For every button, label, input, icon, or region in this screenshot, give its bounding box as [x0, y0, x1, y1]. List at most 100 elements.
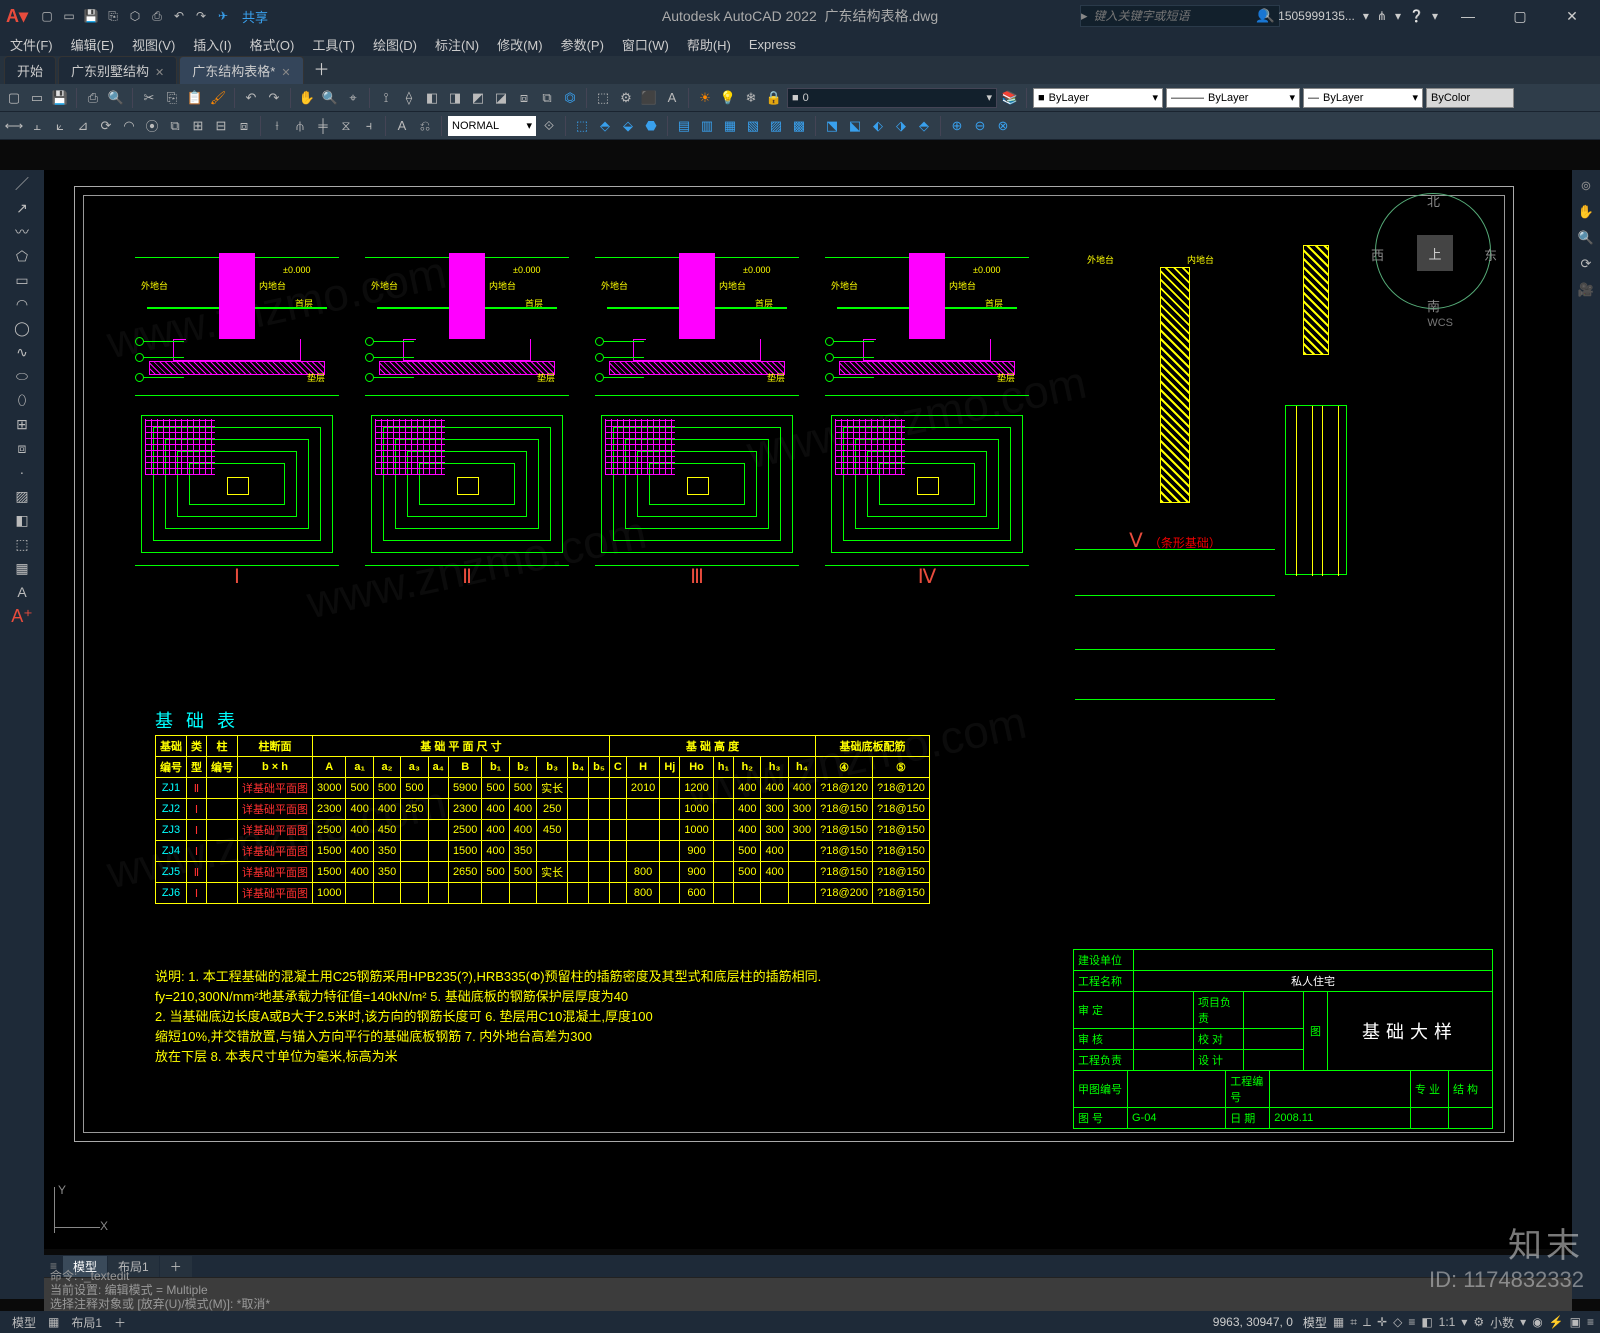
line-icon[interactable]: ／ — [12, 174, 32, 194]
tb-icon[interactable]: ⚙ — [616, 88, 636, 108]
table-icon[interactable]: ▦ — [12, 558, 32, 578]
polar-toggle-icon[interactable]: ✛ — [1377, 1314, 1387, 1331]
save-icon[interactable]: 💾 — [82, 7, 100, 25]
color-combo[interactable]: ■ ByLayer▾ — [1033, 88, 1163, 108]
tb-icon[interactable]: ⏣ — [560, 88, 580, 108]
point-icon[interactable]: ∙ — [12, 462, 32, 482]
lock-icon[interactable]: 🔒 — [764, 88, 784, 108]
snap-toggle-icon[interactable]: ⌗ — [1350, 1314, 1357, 1331]
grid-icon[interactable]: ▦ — [42, 1315, 65, 1329]
search-input[interactable] — [1088, 9, 1259, 23]
tab-doc2[interactable]: 广东结构表格*✕ — [179, 56, 303, 84]
tb-icon[interactable]: ⬛ — [639, 88, 659, 108]
dimstyle-combo[interactable]: NORMAL▾ — [448, 116, 536, 136]
zoom-win-icon[interactable]: ⌖ — [343, 88, 363, 108]
et-icon[interactable]: ⊖ — [970, 116, 990, 136]
paste-icon[interactable]: 📋 — [185, 88, 205, 108]
mtext-icon[interactable]: A — [12, 582, 32, 602]
plot-icon[interactable]: ⎙ — [148, 7, 166, 25]
dim-icon[interactable]: ⧉ — [165, 116, 185, 136]
new-icon[interactable]: ▢ — [38, 7, 56, 25]
help-icon[interactable]: ❔ — [1409, 9, 1424, 23]
et-icon[interactable]: ⬙ — [618, 116, 638, 136]
freeze-icon[interactable]: ❄ — [741, 88, 761, 108]
layer-combo[interactable]: ■ 0▾ — [787, 88, 997, 108]
maximize-button[interactable]: ▢ — [1498, 4, 1542, 28]
menu-param[interactable]: 参数(P) — [561, 35, 604, 54]
tb-icon[interactable]: ◪ — [491, 88, 511, 108]
viewcube[interactable]: 上 北 南 东 西 — [1375, 193, 1495, 313]
et-icon[interactable]: ⬘ — [595, 116, 615, 136]
menu-modify[interactable]: 修改(M) — [497, 35, 543, 54]
plotstyle-combo[interactable]: ByColor — [1426, 88, 1514, 108]
share-button[interactable]: 共享 — [242, 7, 268, 26]
rect-icon[interactable]: ▭ — [12, 270, 32, 290]
lineweight-combo[interactable]: — ByLayer▾ — [1303, 88, 1423, 108]
dim-icon[interactable]: ⎌ — [415, 116, 435, 136]
clean-screen-icon[interactable]: ▣ — [1570, 1314, 1581, 1331]
tb-icon[interactable]: ◧ — [422, 88, 442, 108]
polygon-icon[interactable]: ⬠ — [12, 246, 32, 266]
dim-icon[interactable]: ⧈ — [234, 116, 254, 136]
menu-help[interactable]: 帮助(H) — [687, 35, 731, 54]
tb-icon[interactable]: A — [662, 88, 682, 108]
add-selected-icon[interactable]: A⁺ — [12, 606, 32, 626]
status-layout[interactable]: 布局1 — [65, 1314, 108, 1331]
send-icon[interactable]: ✈ — [214, 7, 232, 25]
pan-icon[interactable]: ✋ — [297, 88, 317, 108]
tb-icon[interactable]: ◩ — [468, 88, 488, 108]
preview-icon[interactable]: 🔍 — [106, 88, 126, 108]
arc-icon[interactable]: ◠ — [12, 294, 32, 314]
autodesk-app-icon[interactable]: ⋔ — [1377, 9, 1387, 23]
gradient-icon[interactable]: ◧ — [12, 510, 32, 530]
new-doc-icon[interactable]: ▢ — [4, 88, 24, 108]
undo-icon[interactable]: ↶ — [170, 7, 188, 25]
et-icon[interactable]: ⬕ — [845, 116, 865, 136]
ellipse-icon[interactable]: ⬭ — [12, 366, 32, 386]
dim-icon[interactable]: ⟷ — [4, 116, 24, 136]
save-doc-icon[interactable]: 💾 — [50, 88, 70, 108]
dim-icon[interactable]: A — [392, 116, 412, 136]
osnap-toggle-icon[interactable]: ◇ — [1393, 1314, 1402, 1331]
menu-format[interactable]: 格式(O) — [250, 35, 295, 54]
menu-window[interactable]: 窗口(W) — [622, 35, 669, 54]
hatch-icon[interactable]: ▨ — [12, 486, 32, 506]
hw-accel-icon[interactable]: ⚡ — [1549, 1314, 1564, 1331]
navwheel-icon[interactable]: ⊚ — [1576, 176, 1596, 196]
ellipse-arc-icon[interactable]: ⬯ — [12, 390, 32, 410]
block-icon[interactable]: ⧈ — [12, 438, 32, 458]
tab-start[interactable]: 开始 — [4, 56, 56, 84]
dim-icon[interactable]: ◠ — [119, 116, 139, 136]
search-box[interactable]: ▸ 🔍 — [1080, 5, 1280, 27]
et-icon[interactable]: ⬚ — [572, 116, 592, 136]
linetype-combo[interactable]: ——— ByLayer▾ — [1166, 88, 1300, 108]
showm-icon[interactable]: 🎥 — [1576, 280, 1596, 300]
isolate-icon[interactable]: ◉ — [1532, 1314, 1542, 1331]
print-icon[interactable]: ⎙ — [83, 88, 103, 108]
dim-icon[interactable]: ⦿ — [142, 116, 162, 136]
close-button[interactable]: ✕ — [1550, 4, 1594, 28]
open-doc-icon[interactable]: ▭ — [27, 88, 47, 108]
menu-view[interactable]: 视图(V) — [132, 35, 175, 54]
et-icon[interactable]: ▦ — [720, 116, 740, 136]
dim-icon[interactable]: ⊟ — [211, 116, 231, 136]
redo-icon[interactable]: ↷ — [192, 7, 210, 25]
modelspace-toggle-icon[interactable]: 模型 — [1303, 1314, 1327, 1331]
circle-icon[interactable]: ◯ — [12, 318, 32, 338]
et-icon[interactable]: ⊗ — [993, 116, 1013, 136]
et-icon[interactable]: ⬖ — [868, 116, 888, 136]
tb-icon[interactable]: ⟟ — [376, 88, 396, 108]
pan2-icon[interactable]: ✋ — [1576, 202, 1596, 222]
dim-icon[interactable]: ⊿ — [73, 116, 93, 136]
status-modelspace[interactable]: 模型 — [6, 1314, 42, 1331]
region-icon[interactable]: ⬚ — [12, 534, 32, 554]
match-icon[interactable]: 🖌 — [208, 88, 228, 108]
drawing-area[interactable]: www.znzmo.com www.znzmo.com www.znzmo.co… — [44, 170, 1572, 1249]
et-icon[interactable]: ⊕ — [947, 116, 967, 136]
et-icon[interactable]: ▥ — [697, 116, 717, 136]
layers-icon[interactable]: 📚 — [1000, 88, 1020, 108]
xline-icon[interactable]: ↗ — [12, 198, 32, 218]
menu-dim[interactable]: 标注(N) — [435, 35, 479, 54]
dim-icon[interactable]: ╪ — [313, 116, 333, 136]
tab-new-icon[interactable]: ＋ — [306, 52, 338, 84]
